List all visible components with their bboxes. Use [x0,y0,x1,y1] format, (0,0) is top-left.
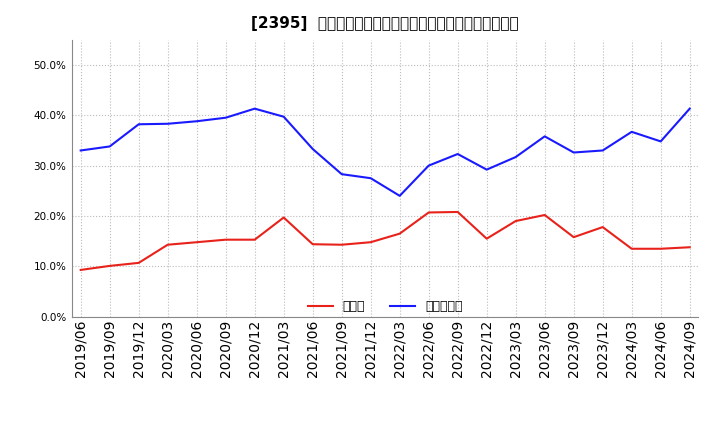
現預金 [482,236,491,241]
現預金 [685,245,694,250]
現預金 [511,218,520,224]
現預金 [279,215,288,220]
有利子負債 [251,106,259,111]
有利子負債 [105,144,114,149]
有利子負債 [308,147,317,152]
現預金 [657,246,665,251]
有利子負債 [685,106,694,111]
現預金 [395,231,404,236]
有利子負債 [627,129,636,135]
現預金 [424,210,433,215]
現預金 [338,242,346,247]
Line: 現預金: 現預金 [81,212,690,270]
現預金 [308,242,317,247]
有利子負債 [657,139,665,144]
有利子負債 [163,121,172,126]
Legend: 現預金, 有利子負債: 現預金, 有利子負債 [307,301,463,313]
現預金 [454,209,462,215]
現預金 [105,263,114,268]
有利子負債 [541,134,549,139]
現預金 [366,239,375,245]
有利子負債 [424,163,433,168]
有利子負債 [482,167,491,172]
現預金 [163,242,172,247]
有利子負債 [366,176,375,181]
有利子負債 [511,154,520,160]
有利子負債 [76,148,85,153]
有利子負債 [598,148,607,153]
有利子負債 [395,193,404,198]
Title: [2395]  現預金、有利子負債の総資産に対する比率の推移: [2395] 現預金、有利子負債の総資産に対する比率の推移 [251,16,519,32]
現預金 [627,246,636,251]
Line: 有利子負債: 有利子負債 [81,109,690,196]
現預金 [251,237,259,242]
現預金 [541,213,549,218]
有利子負債 [454,151,462,157]
有利子負債 [192,119,201,124]
有利子負債 [221,115,230,121]
有利子負債 [135,121,143,127]
現預金 [221,237,230,242]
現預金 [598,224,607,230]
有利子負債 [570,150,578,155]
有利子負債 [279,114,288,119]
有利子負債 [338,172,346,177]
現預金 [570,235,578,240]
現預金 [192,239,201,245]
現預金 [135,260,143,265]
現預金 [76,267,85,272]
